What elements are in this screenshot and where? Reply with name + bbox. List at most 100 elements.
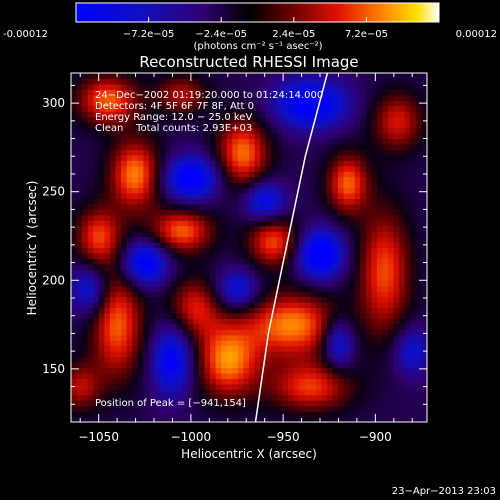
heatmap-cell — [87, 247, 94, 254]
heatmap-cell — [421, 307, 427, 314]
heatmap-cell — [160, 83, 167, 90]
heatmap-cell — [226, 329, 233, 336]
heatmap-cell — [293, 296, 300, 303]
heatmap-cell — [332, 269, 339, 276]
heatmap-cell — [388, 389, 395, 396]
heatmap-cell — [276, 225, 283, 232]
heatmap-cell — [349, 154, 356, 161]
heatmap-cell — [243, 252, 250, 259]
heatmap-cell — [287, 160, 295, 167]
heatmap-cell — [276, 307, 283, 314]
heatmap-cell — [354, 111, 361, 118]
heatmap-cell — [165, 132, 172, 140]
heatmap-cell — [76, 389, 83, 396]
heatmap-cell — [388, 394, 395, 401]
heatmap-cell — [254, 154, 261, 161]
heatmap-cell — [254, 383, 261, 390]
heatmap-cell — [187, 225, 194, 232]
heatmap-cell — [282, 138, 289, 145]
heatmap-cell — [265, 372, 272, 379]
heatmap-cell — [310, 247, 317, 254]
heatmap-cell — [382, 416, 389, 422]
heatmap-cell — [410, 176, 417, 183]
heatmap-cell — [232, 105, 239, 112]
heatmap-cell — [254, 269, 261, 276]
heatmap-cell — [265, 73, 272, 80]
heatmap-cell — [104, 383, 111, 390]
heatmap-cell — [204, 356, 211, 363]
heatmap-cell — [360, 171, 367, 178]
heatmap-cell — [182, 73, 189, 80]
colorbar-tick-label: −2.4e−05 — [195, 29, 247, 40]
heatmap-cell — [243, 312, 250, 319]
colorbar-gradient — [75, 2, 440, 23]
heatmap-cell — [371, 100, 378, 107]
heatmap-cell — [71, 356, 78, 363]
heatmap-cell — [415, 263, 423, 270]
heatmap-cell — [221, 203, 228, 210]
heatmap-cell — [160, 176, 167, 183]
heatmap-cell — [215, 296, 222, 303]
heatmap-cell — [354, 416, 361, 422]
heatmap-cell — [176, 351, 183, 358]
heatmap-cell — [137, 394, 144, 401]
heatmap-cell — [343, 351, 350, 358]
heatmap-cell — [193, 132, 200, 140]
heatmap-cell — [160, 291, 167, 298]
heatmap-cell — [249, 356, 256, 363]
heatmap-cell — [182, 389, 189, 396]
heatmap-cell — [193, 356, 200, 363]
heatmap-cell — [249, 182, 256, 189]
heatmap-cell — [148, 154, 156, 161]
heatmap-cell — [115, 203, 122, 210]
heatmap-cell — [115, 132, 122, 140]
heatmap-cell — [315, 214, 322, 221]
heatmap-cell — [371, 187, 378, 194]
heatmap-cell — [126, 149, 133, 156]
heatmap-cell — [299, 231, 306, 238]
heatmap-cell — [265, 296, 272, 303]
heatmap-cell — [254, 351, 261, 358]
heatmap-cell — [338, 236, 345, 243]
heatmap-cell — [132, 312, 139, 319]
heatmap-cell — [176, 252, 183, 259]
heatmap-cell — [93, 323, 100, 330]
heatmap-cell — [115, 378, 122, 385]
heatmap-cell — [165, 351, 172, 358]
heatmap-cell — [349, 122, 356, 129]
heatmap-cell — [249, 280, 256, 287]
heatmap-cell — [371, 362, 378, 369]
heatmap-cell — [237, 323, 245, 330]
heatmap-cell — [87, 302, 94, 309]
heatmap-cell — [249, 220, 256, 227]
heatmap-cell — [310, 242, 317, 249]
heatmap-cell — [132, 378, 139, 385]
heatmap-cell — [154, 160, 161, 167]
heatmap-cell — [137, 182, 144, 189]
heatmap-cell — [165, 105, 172, 112]
heatmap-cell — [260, 252, 267, 259]
heatmap-cell — [109, 214, 117, 221]
heatmap-cell — [237, 160, 245, 167]
heatmap-cell — [232, 94, 239, 101]
heatmap-cell — [388, 411, 395, 418]
heatmap-cell — [82, 138, 89, 145]
heatmap-cell — [165, 258, 172, 265]
heatmap-cell — [365, 312, 372, 319]
heatmap-cell — [171, 362, 178, 369]
heatmap-cell — [160, 411, 167, 418]
heatmap-cell — [93, 176, 100, 183]
heatmap-cell — [187, 132, 194, 140]
heatmap-cell — [198, 203, 206, 210]
heatmap-cell — [193, 242, 200, 249]
heatmap-cell — [143, 138, 150, 145]
heatmap-cell — [237, 334, 245, 341]
heatmap-cell — [76, 187, 83, 194]
heatmap-cell — [198, 416, 206, 422]
heatmap-cell — [204, 296, 211, 303]
heatmap-cell — [98, 192, 105, 200]
heatmap-cell — [160, 78, 167, 85]
heatmap-cell — [171, 345, 178, 352]
heatmap-cell — [143, 225, 150, 232]
heatmap-cell — [76, 307, 83, 314]
